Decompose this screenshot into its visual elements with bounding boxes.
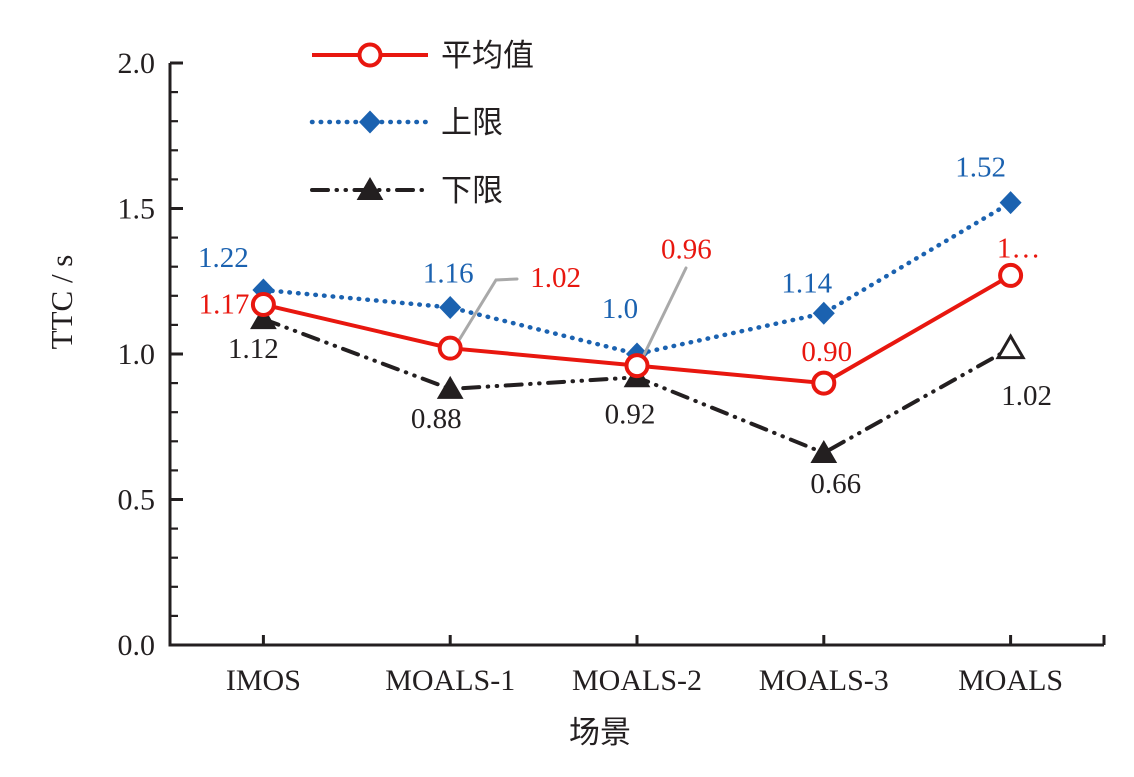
point-value-label: 1.12 — [228, 333, 279, 365]
series-line-上限 — [261, 200, 1013, 357]
point-value-label: 1.02 — [530, 262, 581, 294]
point-value-label: 1… — [997, 232, 1041, 264]
series-marker-下限 — [995, 333, 1026, 360]
x-tick-label: MOALS-1 — [385, 664, 515, 697]
series-marker-平均值 — [624, 353, 650, 379]
label-leader-line — [638, 266, 688, 365]
y-tick-label: 2.0 — [118, 47, 156, 80]
series-marker-下限 — [250, 306, 277, 330]
y-tick-label: 0.5 — [118, 484, 156, 517]
series-marker-上限 — [999, 191, 1022, 215]
point-value-label: 0.88 — [411, 403, 462, 435]
legend-label: 平均值 — [441, 38, 534, 73]
legend-marker — [359, 110, 381, 134]
y-tick-label: 1.5 — [118, 193, 156, 226]
point-value-label: 0.96 — [661, 234, 712, 266]
y-axis-title: TTC / s — [44, 255, 79, 350]
point-value-label: 0.92 — [605, 398, 656, 430]
series-marker-平均值 — [250, 292, 276, 318]
x-axis-title: 场景 — [569, 715, 631, 750]
y-tick-label: 1.0 — [118, 338, 156, 371]
legend-label: 上限 — [441, 105, 503, 140]
series-marker-平均值 — [998, 262, 1024, 288]
point-value-label: 1.0 — [602, 293, 638, 325]
point-value-label: 1.02 — [1001, 380, 1052, 412]
series-marker-下限 — [436, 375, 464, 399]
legend-label: 下限 — [441, 173, 503, 208]
point-value-label: 1.52 — [955, 152, 1006, 184]
label-leader-line — [451, 277, 519, 352]
point-value-label: 1.14 — [781, 267, 832, 299]
series-marker-上限 — [812, 301, 835, 325]
series-marker-下限 — [810, 439, 838, 463]
point-value-label: 0.90 — [801, 336, 852, 368]
series-marker-上限 — [439, 295, 462, 319]
point-value-label: 0.66 — [810, 468, 861, 500]
x-tick-label: IMOS — [226, 664, 301, 697]
x-tick-label: MOALS — [958, 664, 1063, 697]
x-tick-label: MOALS-2 — [572, 664, 702, 697]
x-tick-label: MOALS-3 — [759, 664, 889, 697]
series-marker-平均值 — [811, 370, 837, 396]
legend-marker — [357, 42, 383, 68]
series-marker-平均值 — [437, 335, 463, 361]
point-value-label: 1.16 — [423, 257, 474, 289]
point-value-label: 1.22 — [198, 242, 249, 274]
y-tick-label: 0.0 — [118, 629, 156, 662]
point-value-label: 1.17 — [199, 289, 250, 321]
legend-marker — [356, 177, 384, 200]
